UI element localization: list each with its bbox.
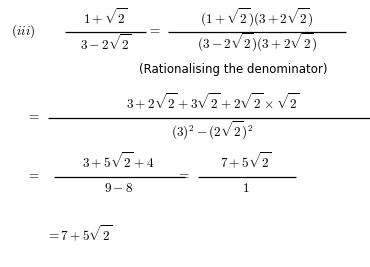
Text: $1$: $1$ [242, 182, 250, 195]
Text: $=$: $=$ [26, 168, 40, 181]
Text: $=$: $=$ [147, 24, 161, 37]
Text: (Rationalising the denominator): (Rationalising the denominator) [139, 63, 327, 76]
Text: $=$: $=$ [176, 168, 190, 181]
Text: $(3-2\sqrt{2})(3+2\sqrt{2})$: $(3-2\sqrt{2})(3+2\sqrt{2})$ [197, 32, 317, 54]
Text: $=$: $=$ [26, 110, 40, 123]
Text: $7+5\sqrt{2}$: $7+5\sqrt{2}$ [220, 151, 272, 172]
Text: $1+\sqrt{2}$: $1+\sqrt{2}$ [83, 7, 128, 28]
Text: $(1+\sqrt{2})(3+2\sqrt{2})$: $(1+\sqrt{2})(3+2\sqrt{2})$ [200, 6, 314, 29]
Text: $=7+5\sqrt{2}$: $=7+5\sqrt{2}$ [46, 223, 113, 244]
Text: $3+5\sqrt{2}+4$: $3+5\sqrt{2}+4$ [82, 151, 155, 172]
Text: $9-8$: $9-8$ [104, 182, 133, 195]
Text: $(3)^2-(2\sqrt{2})^2$: $(3)^2-(2\sqrt{2})^2$ [171, 120, 254, 142]
Text: $3+2\sqrt{2}+3\sqrt{2}+2\sqrt{2}\times\sqrt{2}$: $3+2\sqrt{2}+3\sqrt{2}+2\sqrt{2}\times\s… [126, 92, 300, 112]
Text: $3-2\sqrt{2}$: $3-2\sqrt{2}$ [80, 33, 131, 53]
Text: $(iii)$: $(iii)$ [11, 22, 36, 40]
